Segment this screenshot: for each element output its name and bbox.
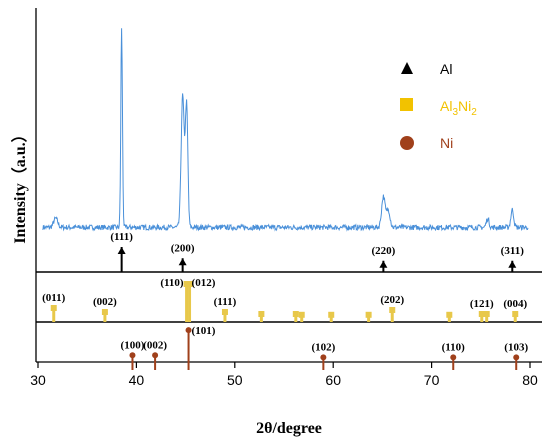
legend-label-al3ni2: Al3Ni2 <box>440 98 477 118</box>
al3ni2-reference-peaks: (011) (002) (110) (012) (111) (202) (121) (004) <box>42 277 527 322</box>
hkl-label: (220) <box>371 245 395 257</box>
triangle-icon <box>178 258 187 266</box>
circle-icon <box>513 354 520 361</box>
square-icon <box>389 307 396 313</box>
hkl-label: (111) <box>110 231 133 243</box>
hkl-label: (102) <box>311 341 335 353</box>
x-ticks: 30 40 50 60 70 80 <box>30 362 538 388</box>
hkl-label: (202) <box>380 294 404 306</box>
legend-label-ni: Ni <box>440 135 453 151</box>
plot-frame <box>35 8 542 363</box>
square-icon <box>446 311 453 318</box>
legend-label-al: Al <box>440 61 452 77</box>
legend: Al Al3Ni2 Ni <box>400 61 477 151</box>
y-axis-label: Intensity（a.u.） <box>11 126 29 243</box>
square-icon <box>221 309 228 315</box>
square-icon <box>258 311 265 317</box>
square-icon <box>186 281 193 287</box>
triangle-icon <box>401 62 413 74</box>
square-icon <box>483 311 490 317</box>
x-tick-label: 40 <box>129 372 145 388</box>
square-icon <box>478 311 485 317</box>
hkl-label: (200) <box>171 242 195 254</box>
square-icon <box>101 309 108 315</box>
triangle-icon <box>117 247 126 254</box>
hkl-label: (101) <box>192 325 216 337</box>
circle-icon <box>400 136 414 150</box>
x-tick-label: 30 <box>30 372 46 388</box>
hkl-label: (103) <box>504 341 528 353</box>
square-icon <box>298 311 305 318</box>
hkl-label: (111) <box>214 296 237 308</box>
xrd-pattern-line <box>42 28 529 232</box>
square-icon <box>365 311 372 318</box>
hkl-label: (311) <box>501 245 525 257</box>
ni-reference-peaks: (100)(002) (101) (102) (110) (103) <box>121 325 528 370</box>
al-reference-peaks: (111) (200) (220) (311) <box>110 231 524 272</box>
x-tick-label: 80 <box>522 372 538 388</box>
hkl-label: (110) <box>160 277 184 289</box>
triangle-icon <box>508 260 517 268</box>
circle-icon <box>185 327 192 334</box>
hkl-label: (121) <box>470 298 494 310</box>
square-icon <box>328 311 335 318</box>
circle-icon <box>129 352 136 359</box>
hkl-label: (110) <box>442 341 466 353</box>
hkl-label: (011) <box>42 292 66 304</box>
x-tick-label: 60 <box>325 372 341 388</box>
square-icon <box>400 98 413 111</box>
circle-icon <box>152 352 159 359</box>
triangle-icon <box>379 260 388 268</box>
square-icon <box>50 305 57 311</box>
hkl-label: (004) <box>503 298 527 310</box>
circle-icon <box>450 354 457 361</box>
x-tick-label: 70 <box>424 372 440 388</box>
square-icon <box>512 311 519 317</box>
square-icon <box>292 311 299 317</box>
hkl-label: (012) <box>192 277 216 289</box>
circle-icon <box>320 354 327 361</box>
hkl-label: (002) <box>93 296 117 308</box>
x-tick-label: 50 <box>227 372 243 388</box>
x-axis-label: 2θ/degree <box>256 420 322 437</box>
hkl-label: (002) <box>143 339 167 351</box>
hkl-label: (100) <box>121 339 145 351</box>
